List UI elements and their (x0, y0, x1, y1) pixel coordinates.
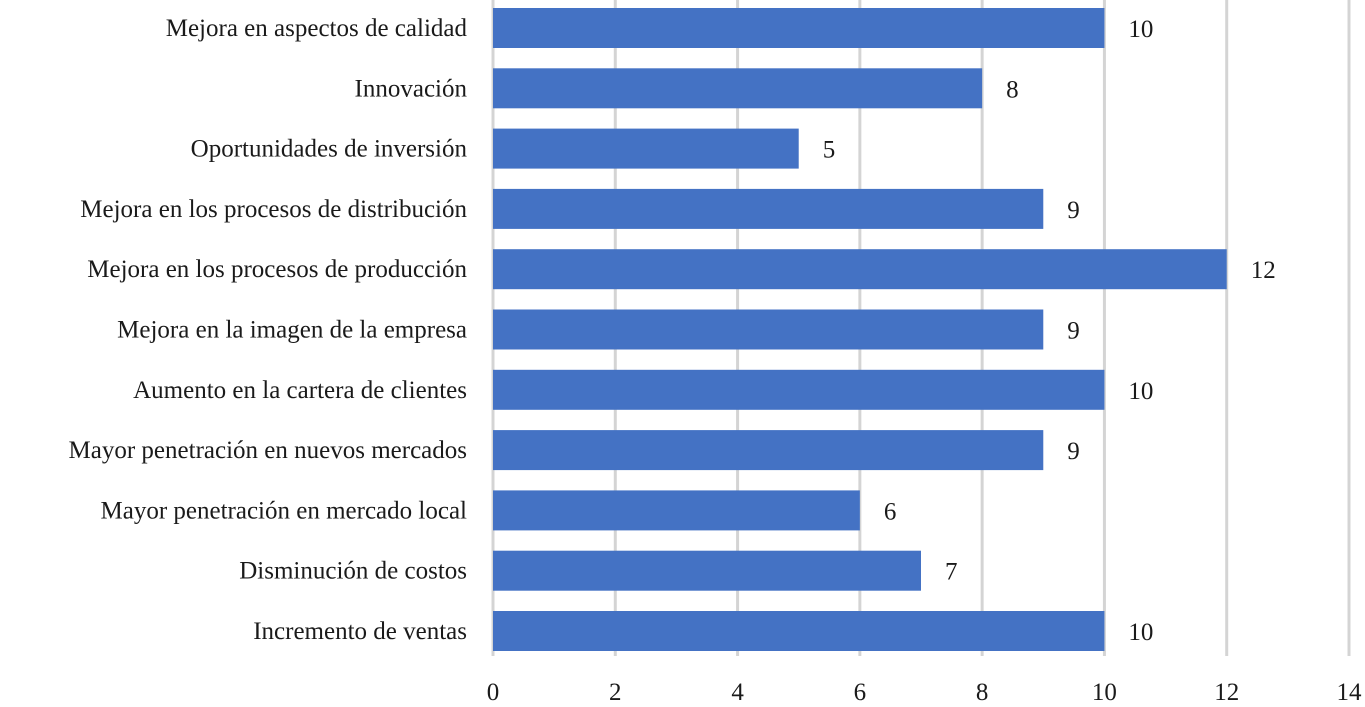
x-tick-label: 12 (1214, 679, 1239, 706)
category-labels: Mejora en aspectos de calidad Innovación O… (69, 15, 468, 645)
data-label: 10 (1128, 16, 1153, 43)
data-label: 7 (945, 559, 958, 586)
x-tick-label: 10 (1092, 679, 1117, 706)
x-axis-tick-labels: 0 2 4 6 8 10 12 14 (487, 679, 1362, 706)
bar (493, 430, 1044, 471)
category-label: Mejora en los procesos de distribución (80, 196, 467, 223)
bars (493, 8, 1227, 651)
bar (493, 249, 1227, 290)
bar (493, 309, 1044, 350)
data-label: 9 (1067, 318, 1080, 345)
data-label: 10 (1128, 619, 1153, 646)
data-label: 9 (1067, 197, 1080, 224)
bar (493, 490, 860, 531)
category-label: Aumento en la cartera de clientes (133, 377, 467, 404)
data-label: 6 (884, 498, 897, 525)
data-label: 8 (1006, 76, 1019, 103)
bar (493, 369, 1105, 410)
bar (493, 128, 799, 169)
bar (493, 188, 1044, 229)
category-label: Mayor penetración en nuevos mercados (69, 437, 467, 464)
category-label: Incremento de ventas (253, 618, 467, 645)
x-tick-label: 4 (731, 679, 744, 706)
category-label: Disminución de costos (239, 558, 467, 585)
bar (493, 8, 1105, 48)
data-label: 5 (823, 137, 836, 164)
x-tick-label: 0 (487, 679, 500, 706)
x-tick-label: 8 (976, 679, 989, 706)
bar (493, 611, 1105, 651)
x-tick-label: 2 (609, 679, 622, 706)
bar (493, 68, 983, 109)
bar (493, 550, 921, 591)
x-tick-label: 14 (1337, 679, 1363, 706)
data-label: 9 (1067, 438, 1080, 465)
x-tick-label: 6 (854, 679, 867, 706)
category-label: Oportunidades de inversión (191, 136, 468, 163)
category-label: Mayor penetración en mercado local (101, 497, 468, 524)
category-label: Mejora en aspectos de calidad (166, 15, 468, 42)
data-label: 12 (1251, 257, 1276, 284)
category-label: Mejora en los procesos de producción (87, 256, 467, 283)
category-label: Innovación (355, 75, 468, 102)
data-labels: 10 8 5 9 12 9 10 9 6 7 10 (823, 16, 1276, 646)
category-label: Mejora en la imagen de la empresa (117, 317, 467, 344)
data-label: 10 (1128, 378, 1153, 405)
